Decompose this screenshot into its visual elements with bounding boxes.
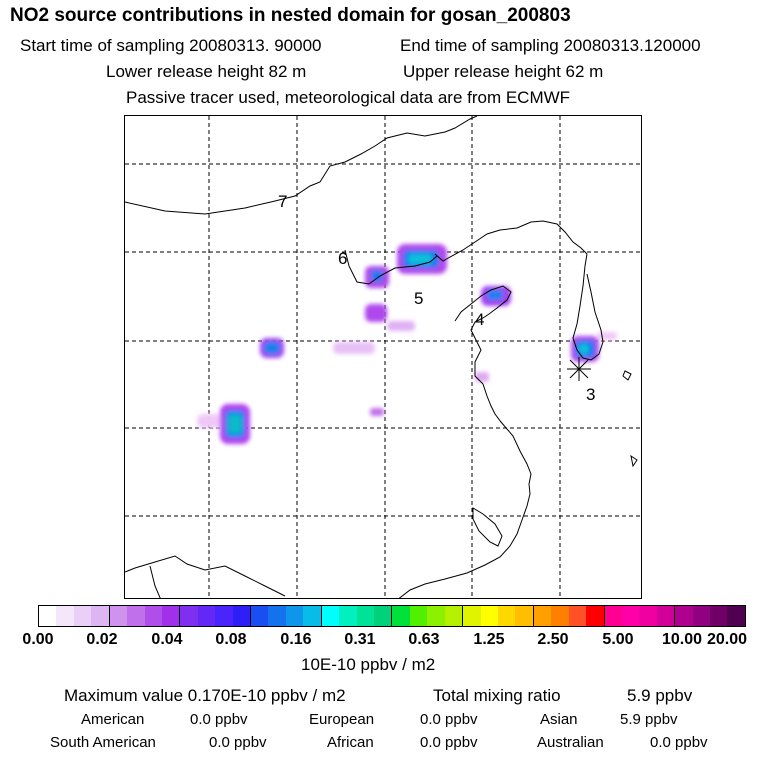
end-time: End time of sampling 20080313.120000: [400, 36, 701, 55]
colorbar-swatch: [444, 606, 463, 626]
plume-bohai: [475, 286, 511, 382]
european-value: 0.0 ppbv: [420, 711, 478, 728]
colorbar-swatch: [639, 606, 657, 626]
colorbar-tick: 2.50: [537, 631, 569, 648]
colorbar-swatch: [268, 606, 286, 626]
plume-central-west: [260, 338, 284, 358]
map-panel: 7 6 5 4 3: [124, 115, 642, 599]
colorbar-swatch: [179, 606, 198, 626]
american-value: 0.0 ppbv: [190, 711, 248, 728]
colorbar-swatch: [250, 606, 269, 626]
colorbar-swatch: [197, 606, 216, 626]
european-label: European: [309, 711, 375, 728]
colorbar-tick: 0.63: [408, 631, 440, 648]
colorbar-swatch: [727, 606, 745, 626]
asian-label: Asian: [540, 711, 578, 728]
colorbar-unit: 10E-10 ppbv / m2: [301, 655, 436, 674]
colorbar-swatch: [409, 606, 428, 626]
map-title: NO2 source contributions in nested domai…: [10, 5, 571, 26]
upper-release-height: Upper release height 62 m: [403, 62, 604, 81]
colorbar-swatch: [551, 606, 569, 626]
australian-label: Australian: [537, 734, 604, 751]
african-label: African: [327, 734, 374, 751]
colorbar-tick: 0.31: [344, 631, 376, 648]
colorbar-swatch: [144, 606, 162, 626]
colorbar-swatch: [480, 606, 498, 626]
plume-west: [197, 404, 250, 444]
colorbar-tick: 0.08: [215, 631, 247, 648]
colorbar-swatch: [215, 606, 233, 626]
colorbar-swatch: [391, 606, 410, 626]
total-mixing-label: Total mixing ratio: [433, 686, 561, 705]
colorbar-swatch: [232, 606, 251, 626]
max-value: Maximum value 0.170E-10 ppbv / m2: [64, 686, 346, 705]
colorbar-swatch: [374, 606, 392, 626]
colorbar-tick: 0.02: [86, 631, 118, 648]
colorbar-swatch: [73, 606, 92, 626]
colorbar-swatch: [161, 606, 180, 626]
colorbar-swatch: [285, 606, 304, 626]
tracer-note: Passive tracer used, meteorological data…: [126, 88, 571, 107]
coastlines: [125, 116, 638, 598]
region-label-7: 7: [278, 192, 288, 211]
colorbar-swatch: [462, 606, 481, 626]
colorbar-swatch: [320, 606, 340, 626]
colorbar-swatch: [91, 606, 109, 626]
grid-lines: [125, 116, 641, 598]
colorbar-tick: 1.25: [473, 631, 505, 648]
colorbar-swatch: [692, 606, 711, 626]
colorbar-tick: 0.04: [151, 631, 183, 648]
colorbar-swatch: [356, 606, 375, 626]
map-canvas: [125, 116, 641, 598]
colorbar-swatch: [56, 606, 74, 626]
african-value: 0.0 ppbv: [420, 734, 478, 751]
lower-release-height: Lower release height 82 m: [106, 62, 307, 81]
colorbar-swatch: [621, 606, 640, 626]
region-label-6: 6: [338, 249, 348, 268]
south-american-label: South American: [50, 734, 156, 751]
colorbar-swatch: [427, 606, 445, 626]
colorbar-swatch: [674, 606, 693, 626]
colorbar-tick: 20.00: [706, 631, 748, 648]
colorbar-swatch: [656, 606, 675, 626]
colorbar-swatch: [339, 606, 357, 626]
colorbar-swatch: [39, 606, 57, 626]
plume-central-faint: [333, 342, 384, 416]
colorbar-tick: 0.00: [22, 631, 54, 648]
colorbar-tick: 10.00: [661, 631, 703, 648]
colorbar-swatch: [532, 606, 552, 626]
receptor-asterisk-icon: [567, 357, 591, 381]
colorbar-tick: 0.16: [280, 631, 312, 648]
plume-north: [365, 244, 447, 331]
colorbar-swatch: [303, 606, 321, 626]
colorbar-swatch: [127, 606, 145, 626]
region-label-3: 3: [586, 385, 596, 404]
colorbar-swatch: [710, 606, 728, 626]
concentration-plumes: [197, 244, 617, 444]
asian-value: 5.9 ppbv: [620, 711, 678, 728]
total-mixing-value: 5.9 ppbv: [627, 686, 693, 705]
start-time: Start time of sampling 20080313. 90000: [20, 36, 322, 55]
region-label-5: 5: [414, 289, 424, 308]
american-label: American: [81, 711, 145, 728]
colorbar: [38, 605, 746, 627]
south-american-value: 0.0 ppbv: [209, 734, 267, 751]
colorbar-swatch: [108, 606, 128, 626]
colorbar-swatch: [603, 606, 622, 626]
colorbar-swatch: [568, 606, 587, 626]
australian-value: 0.0 ppbv: [650, 734, 708, 751]
colorbar-swatch: [586, 606, 604, 626]
colorbar-swatch: [497, 606, 516, 626]
colorbar-tick: 5.00: [602, 631, 634, 648]
colorbar-swatch: [515, 606, 533, 626]
region-label-4: 4: [475, 310, 485, 329]
